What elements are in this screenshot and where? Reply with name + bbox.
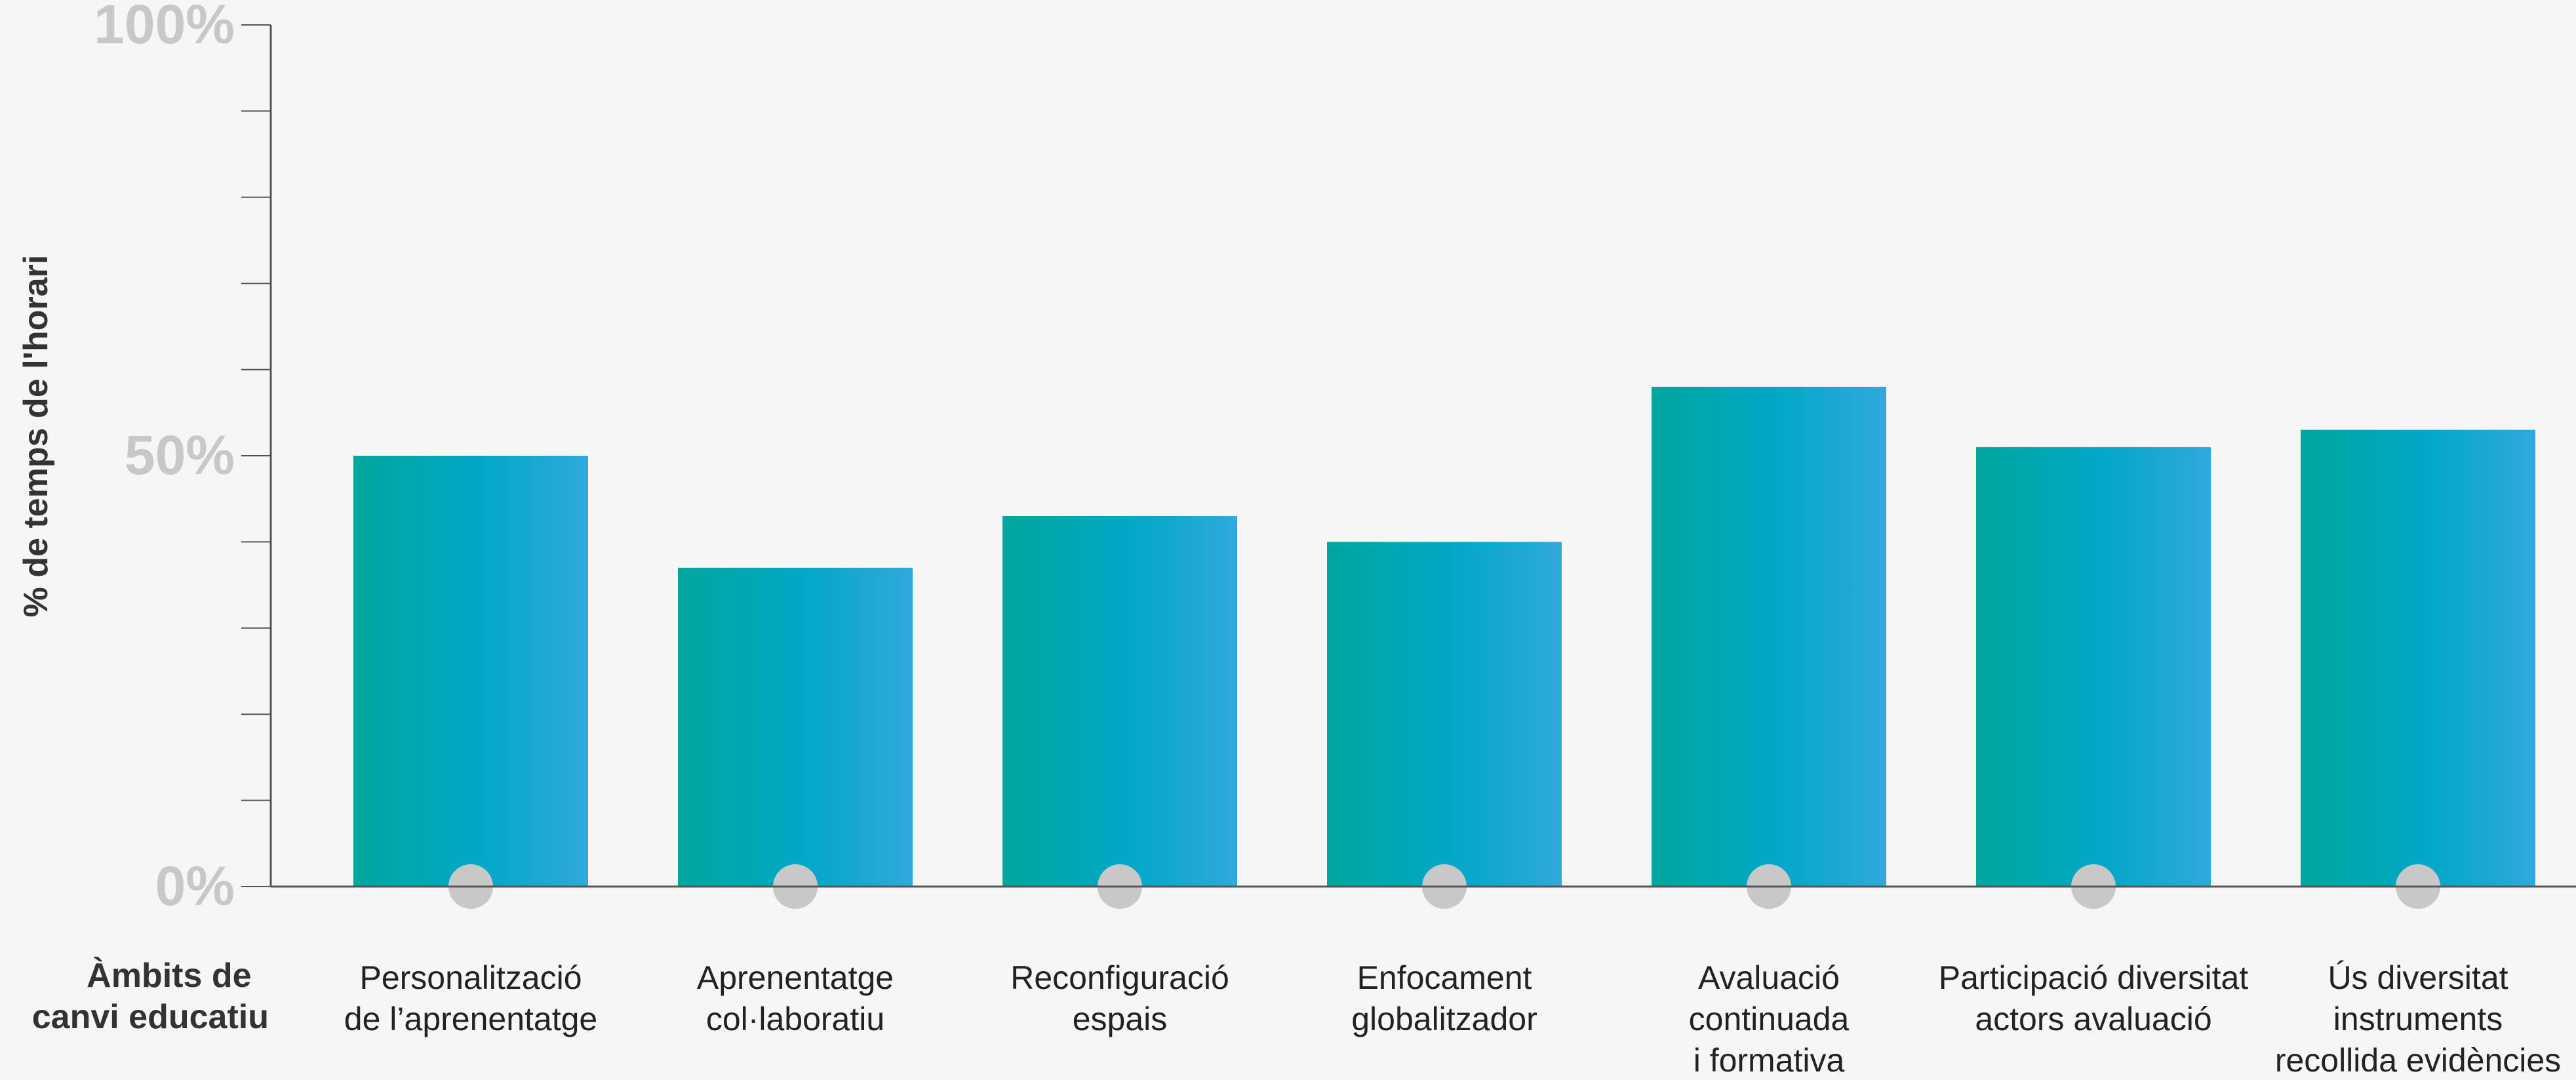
- x-axis-title-line-1: Àmbits de: [87, 957, 251, 995]
- x-tick-label-line: espais: [1073, 1001, 1168, 1037]
- x-tick-label-line: Aprenentatge: [697, 959, 894, 996]
- x-tick-label-line: Avaluació: [1698, 959, 1840, 996]
- x-axis-title: Àmbits de canvi educatiu: [32, 957, 269, 1036]
- x-tick-label-line: instruments: [2333, 1001, 2503, 1037]
- x-tick-label: Personalització de l’aprenentatge: [344, 959, 597, 1037]
- bar: [678, 567, 913, 887]
- bar: [2301, 430, 2535, 887]
- x-tick-label: Reconfiguració espais: [1010, 959, 1229, 1037]
- x-tick-label-line: col·laboratiu: [706, 1001, 884, 1037]
- x-tick-label-line: continuada: [1689, 1001, 1850, 1037]
- x-tick-label: Ús diversitat instruments recollida evidèn…: [2275, 959, 2561, 1079]
- x-tick-label: Avaluació continuada i formativa: [1689, 959, 1850, 1079]
- x-axis-title-line-2: canvi educatiu: [32, 998, 269, 1036]
- bar: [1652, 386, 1886, 887]
- bar: [353, 456, 588, 887]
- y-tick-label: 100%: [94, 0, 235, 55]
- x-tick-label-line: Enfocament: [1357, 959, 1532, 996]
- y-tick-label: 50%: [125, 424, 235, 486]
- x-tick-label-line: de l’aprenentatge: [344, 1001, 597, 1037]
- x-tick-label-line: Personalització: [359, 959, 582, 996]
- x-tick-label-line: Participació diversitat: [1939, 959, 2249, 996]
- x-tick-label-line: Ús diversitat: [2328, 959, 2508, 996]
- bar: [1976, 447, 2211, 887]
- bar: [1002, 515, 1237, 887]
- x-tick-label-line: actors avaluació: [1975, 1001, 2211, 1037]
- y-tick-label: 0%: [155, 855, 235, 917]
- x-tick-label-line: Reconfiguració: [1010, 959, 1229, 996]
- y-axis-title: % de temps de l'horari: [17, 255, 55, 618]
- x-tick-label-line: globalitzador: [1351, 1001, 1537, 1037]
- x-tick-label: Enfocament globalitzador: [1351, 959, 1537, 1037]
- x-tick-label: Participació diversitat actors avaluació: [1939, 959, 2249, 1037]
- x-tick-label-line: recollida evidències: [2275, 1042, 2561, 1079]
- x-tick-label-line: i formativa: [1694, 1042, 1845, 1079]
- bar: [1327, 542, 1562, 887]
- x-tick-label: Aprenentatge col·laboratiu: [697, 959, 894, 1037]
